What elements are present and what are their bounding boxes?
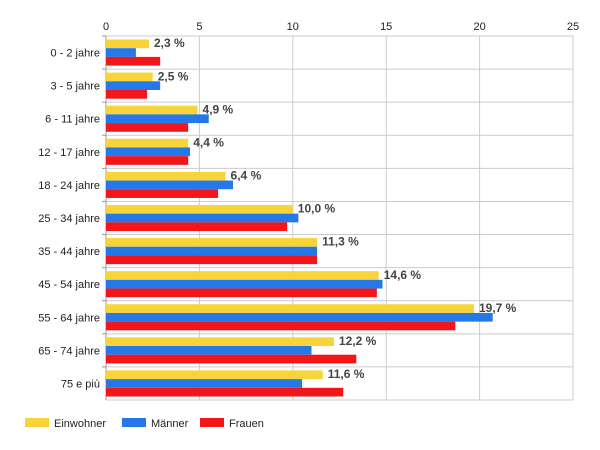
bar-frauen <box>106 222 288 232</box>
bar-männer <box>106 114 209 124</box>
bar-männer <box>106 147 191 157</box>
legend-swatch <box>200 418 224 427</box>
bar-einwohner <box>106 138 189 148</box>
bar-einwohner <box>106 370 323 380</box>
bar-einwohner <box>106 105 198 115</box>
bar-männer <box>106 48 136 57</box>
category-label: 3 - 5 jahre <box>50 81 100 93</box>
category-label: 18 - 24 jahre <box>38 180 100 192</box>
data-label: 6,4 % <box>231 169 262 183</box>
x-tick-label: 15 <box>380 21 392 33</box>
category-label: 0 - 2 jahre <box>50 48 100 60</box>
bar-männer <box>106 379 303 388</box>
bar-männer <box>106 81 161 90</box>
bar-einwohner <box>106 304 474 313</box>
bar-frauen <box>106 56 161 66</box>
bar-frauen <box>106 123 189 132</box>
data-label: 4,4 % <box>193 135 224 149</box>
data-label: 4,9 % <box>203 102 234 116</box>
bar-einwohner <box>106 204 293 214</box>
bar-frauen <box>106 89 148 99</box>
data-label: 2,3 % <box>154 36 185 50</box>
legend-label: Frauen <box>229 418 264 430</box>
bar-einwohner <box>106 337 334 347</box>
bar-frauen <box>106 321 456 331</box>
bar-männer <box>106 213 299 223</box>
x-tick-label: 10 <box>287 21 299 33</box>
x-tick-label: 25 <box>567 21 579 33</box>
legend-swatch <box>122 418 146 427</box>
legend-label: Einwohner <box>54 418 106 430</box>
bar-einwohner <box>106 238 318 247</box>
x-tick-label: 0 <box>103 21 109 33</box>
bar-einwohner <box>106 271 379 280</box>
legend-swatch <box>25 418 49 427</box>
legend-label: Männer <box>151 418 189 430</box>
bar-männer <box>106 279 383 289</box>
category-label: 25 - 34 jahre <box>38 213 100 225</box>
bar-frauen <box>106 288 377 298</box>
bar-männer <box>106 180 234 190</box>
category-label: 6 - 11 jahre <box>45 114 100 126</box>
category-label: 55 - 64 jahre <box>38 312 100 324</box>
bar-frauen <box>106 255 318 265</box>
bar-einwohner <box>106 171 226 181</box>
data-label: 10,0 % <box>298 202 336 216</box>
data-label: 11,3 % <box>322 235 359 249</box>
data-label: 14,6 % <box>384 268 422 282</box>
category-label: 35 - 44 jahre <box>38 246 100 258</box>
bar-frauen <box>106 189 219 198</box>
bar-frauen <box>106 387 344 397</box>
bar-frauen <box>106 156 189 165</box>
bar-männer <box>106 346 312 355</box>
category-label: 45 - 54 jahre <box>38 279 100 291</box>
data-label: 11,6 % <box>328 367 365 381</box>
bar-frauen <box>106 354 357 364</box>
data-label: 19,7 % <box>479 301 517 315</box>
bar-männer <box>106 246 318 256</box>
data-label: 12,2 % <box>339 334 377 348</box>
x-tick-label: 20 <box>473 21 485 33</box>
category-label: 65 - 74 jahre <box>38 345 100 357</box>
category-label: 12 - 17 jahre <box>38 147 100 159</box>
category-label: 75 e più <box>61 378 100 390</box>
x-tick-label: 5 <box>196 21 202 33</box>
bar-einwohner <box>106 39 149 49</box>
bar-einwohner <box>106 72 153 82</box>
data-label: 2,5 % <box>158 69 189 83</box>
bar-männer <box>106 312 493 322</box>
